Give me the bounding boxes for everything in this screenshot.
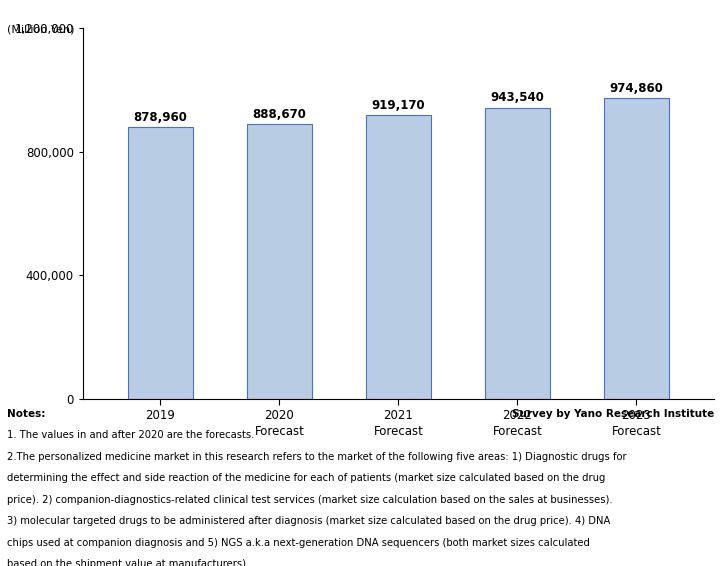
Text: 888,670: 888,670: [252, 109, 306, 121]
Text: chips used at companion diagnosis and 5) NGS a.k.a next-generation DNA sequencer: chips used at companion diagnosis and 5)…: [7, 538, 590, 548]
Bar: [366, 115, 431, 399]
Text: 2.The personalized medicine market in this research refers to the market of the : 2.The personalized medicine market in th…: [7, 452, 627, 462]
Text: 974,860: 974,860: [609, 82, 663, 95]
Text: 919,170: 919,170: [371, 99, 425, 112]
Text: 3) molecular targeted drugs to be administered after diagnosis (market size calc: 3) molecular targeted drugs to be admini…: [7, 516, 611, 526]
Text: 943,540: 943,540: [490, 92, 544, 105]
Text: price). 2) companion-diagnostics-related clinical test services (market size cal: price). 2) companion-diagnostics-related…: [7, 495, 613, 505]
Bar: [247, 125, 312, 399]
Text: Survey by Yano Research Institute: Survey by Yano Research Institute: [511, 409, 714, 419]
Bar: [603, 98, 669, 399]
Text: determining the effect and side reaction of the medicine for each of patients (m: determining the effect and side reaction…: [7, 473, 606, 483]
Text: 1. The values in and after 2020 are the forecasts.: 1. The values in and after 2020 are the …: [7, 430, 255, 440]
Text: Notes:: Notes:: [7, 409, 45, 419]
Bar: [128, 127, 193, 399]
Text: based on the shipment value at manufacturers).: based on the shipment value at manufactu…: [7, 559, 249, 566]
Text: (Million Yen): (Million Yen): [7, 24, 75, 35]
Bar: [485, 108, 550, 399]
Text: 878,960: 878,960: [133, 112, 187, 125]
